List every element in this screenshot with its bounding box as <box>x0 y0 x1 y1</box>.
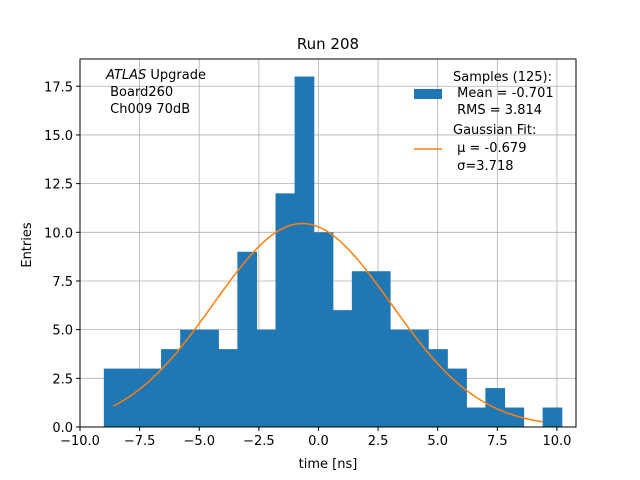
legend: Samples (125): Mean = -0.701 RMS = 3.814… <box>414 70 554 174</box>
legend-histogram-line-2: Mean = -0.701 <box>453 86 554 101</box>
histogram-bar <box>428 349 448 427</box>
histogram-bar <box>332 310 353 427</box>
y-tick-label: 15.0 <box>44 129 73 144</box>
histogram-bar <box>390 329 410 427</box>
x-tick-label: 5.0 <box>427 434 448 449</box>
x-tick-label: −5.0 <box>183 434 215 449</box>
x-tick-label: −7.5 <box>124 434 156 449</box>
histogram-bar <box>161 349 181 427</box>
y-tick-label: 2.5 <box>52 372 73 387</box>
annotation-line-1: ATLAS Upgrade <box>105 68 206 83</box>
axis-ticks: −10.0 −7.5 −5.0 −2.5 0.0 2.5 5.0 7.5 10.0 0.0 2.5 5… <box>44 80 571 449</box>
annotation-line-3: Ch009 70dB <box>106 102 190 117</box>
histogram-bar <box>103 368 124 427</box>
histogram-bar <box>351 271 372 427</box>
x-axis-label: time [ns] <box>299 457 358 472</box>
histogram-bar <box>275 193 296 427</box>
legend-fit-line-2: μ = -0.679 <box>453 141 526 156</box>
axes-frame <box>79 58 577 428</box>
annotation-atlas-label: ATLAS <box>105 68 146 83</box>
histogram-bar <box>409 329 429 427</box>
histogram-bar <box>294 76 315 428</box>
legend-histogram-line-1: Samples (125): <box>453 70 552 85</box>
histogram-bar <box>256 329 277 427</box>
y-axis-label: Entries <box>20 222 35 268</box>
x-tick-label: 10.0 <box>542 434 571 449</box>
histogram-bar <box>504 407 525 427</box>
y-tick-label: 5.0 <box>52 324 73 339</box>
histogram-bar <box>466 407 486 427</box>
y-tick-label: 0.0 <box>52 421 73 436</box>
x-tick-label: 2.5 <box>368 434 389 449</box>
x-tick-label: −10.0 <box>60 434 100 449</box>
histogram-bar <box>218 349 238 427</box>
histogram-bar <box>199 329 219 427</box>
legend-histogram-line-3: RMS = 3.814 <box>453 103 542 118</box>
gaussian-fit-curve <box>113 222 543 423</box>
y-tick-label: 10.0 <box>44 226 73 241</box>
fit-curve-layer <box>113 222 543 423</box>
histogram-bars <box>103 76 563 428</box>
annotation-upgrade-label: Upgrade <box>146 68 206 83</box>
y-tick-label: 17.5 <box>44 80 73 95</box>
y-tick-label: 12.5 <box>44 178 73 193</box>
y-tick-label: 7.5 <box>52 275 73 290</box>
annotation-line-2: Board260 <box>106 85 173 100</box>
histogram-bar <box>370 271 391 427</box>
histogram-bar <box>237 251 258 427</box>
histogram-bar <box>313 232 334 427</box>
x-tick-label: 0.0 <box>308 434 329 449</box>
histogram-bar <box>122 368 143 427</box>
legend-fit-line-1: Gaussian Fit: <box>453 123 536 138</box>
legend-fit-line-3: σ=3.718 <box>453 159 513 174</box>
x-tick-label: −2.5 <box>243 434 275 449</box>
histogram-bar <box>180 329 200 427</box>
atlas-annotation: ATLAS Upgrade Board260 Ch009 70dB <box>105 68 206 117</box>
x-tick-label: 7.5 <box>487 434 508 449</box>
histogram-bar <box>142 368 162 427</box>
chart-title: Run 208 <box>297 35 359 53</box>
histogram-bar <box>447 368 467 427</box>
histogram-bar <box>542 407 563 427</box>
legend-histogram-swatch <box>414 89 442 99</box>
